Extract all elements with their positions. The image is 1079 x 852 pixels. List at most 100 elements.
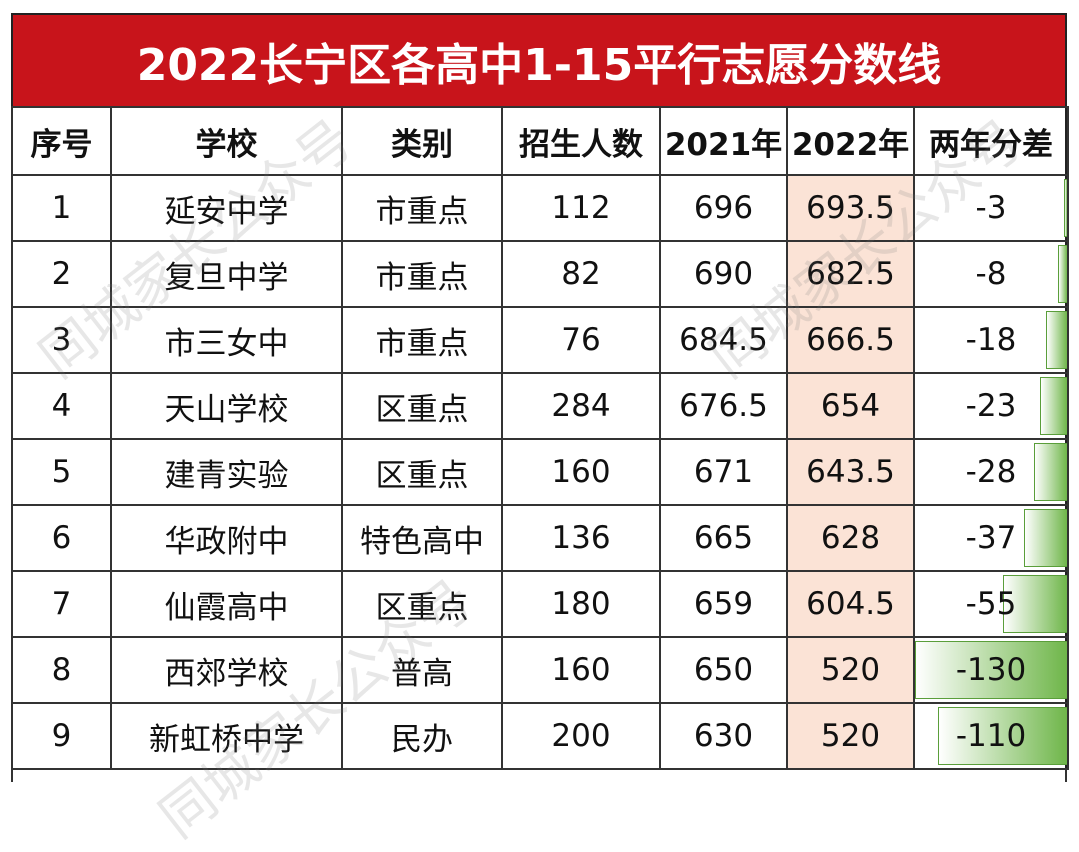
table-row: 1 延安中学 市重点 112 696 693.5 -3	[11, 174, 1069, 242]
cell-no: 9	[11, 702, 112, 770]
diff-value: -110	[955, 718, 1027, 754]
cell-type: 市重点	[341, 174, 503, 242]
diff-bar	[1039, 377, 1066, 435]
col-header-type: 类别	[341, 106, 503, 176]
cell-2021: 676.5	[659, 372, 788, 440]
diff-value: -8	[975, 256, 1007, 292]
table-bottom-row	[11, 768, 1067, 782]
table-row: 2 复旦中学 市重点 82 690 682.5 -8	[11, 240, 1069, 308]
cell-diff: -110	[913, 702, 1069, 770]
cell-school: 西郊学校	[110, 636, 343, 704]
col-header-diff: 两年分差	[913, 106, 1069, 176]
table-row: 3 市三女中 市重点 76 684.5 666.5 -18	[11, 306, 1069, 374]
cell-2022: 666.5	[786, 306, 915, 374]
cell-diff: -23	[913, 372, 1069, 440]
cell-no: 7	[11, 570, 112, 638]
cell-school: 建青实验	[110, 438, 343, 506]
diff-value: -23	[965, 388, 1017, 424]
cell-quota: 82	[501, 240, 661, 308]
cell-2022: 643.5	[786, 438, 915, 506]
cell-2022: 520	[786, 702, 915, 770]
header-row: 序号 学校 类别 招生人数 2021年 2022年 两年分差	[11, 106, 1069, 176]
cell-no: 5	[11, 438, 112, 506]
cell-diff: -18	[913, 306, 1069, 374]
cell-school: 新虹桥中学	[110, 702, 343, 770]
diff-bar	[937, 707, 1066, 765]
cell-2022: 693.5	[786, 174, 915, 242]
cell-2021: 659	[659, 570, 788, 638]
cell-2021: 650	[659, 636, 788, 704]
diff-value: -37	[965, 520, 1017, 556]
cell-2021: 630	[659, 702, 788, 770]
col-header-2021: 2021年	[659, 106, 788, 176]
cell-type: 市重点	[341, 240, 503, 308]
cell-diff: -37	[913, 504, 1069, 572]
cell-quota: 136	[501, 504, 661, 572]
cell-school: 仙霞高中	[110, 570, 343, 638]
cell-school: 天山学校	[110, 372, 343, 440]
table-row: 4 天山学校 区重点 284 676.5 654 -23	[11, 372, 1069, 440]
diff-value: -55	[965, 586, 1017, 622]
cell-type: 民办	[341, 702, 503, 770]
cell-2022: 520	[786, 636, 915, 704]
cell-quota: 200	[501, 702, 661, 770]
diff-value: -18	[965, 322, 1017, 358]
table-row: 9 新虹桥中学 民办 200 630 520 -110	[11, 702, 1069, 770]
cell-type: 区重点	[341, 372, 503, 440]
cell-quota: 180	[501, 570, 661, 638]
cell-quota: 76	[501, 306, 661, 374]
diff-value: -130	[955, 652, 1027, 688]
col-header-school: 学校	[110, 106, 343, 176]
cell-quota: 284	[501, 372, 661, 440]
diff-bar	[1063, 179, 1066, 237]
diff-value: -3	[975, 190, 1007, 226]
cell-diff: -55	[913, 570, 1069, 638]
diff-bar	[916, 641, 1066, 699]
cell-no: 3	[11, 306, 112, 374]
cell-diff: -3	[913, 174, 1069, 242]
cell-no: 4	[11, 372, 112, 440]
col-header-2022: 2022年	[786, 106, 915, 176]
cell-no: 6	[11, 504, 112, 572]
diff-bar	[1003, 575, 1066, 633]
cell-school: 延安中学	[110, 174, 343, 242]
diff-bar	[1033, 443, 1066, 501]
cell-2022: 682.5	[786, 240, 915, 308]
cell-quota: 160	[501, 636, 661, 704]
diff-bar	[1024, 509, 1066, 567]
diff-bar	[1045, 311, 1066, 369]
cell-type: 区重点	[341, 570, 503, 638]
cell-2021: 690	[659, 240, 788, 308]
cell-type: 区重点	[341, 438, 503, 506]
cell-type: 市重点	[341, 306, 503, 374]
cell-2022: 628	[786, 504, 915, 572]
cell-type: 普高	[341, 636, 503, 704]
diff-value: -28	[965, 454, 1017, 490]
cell-school: 华政附中	[110, 504, 343, 572]
col-header-quota: 招生人数	[501, 106, 661, 176]
cell-no: 2	[11, 240, 112, 308]
cell-school: 市三女中	[110, 306, 343, 374]
table-row: 5 建青实验 区重点 160 671 643.5 -28	[11, 438, 1069, 506]
cell-2022: 654	[786, 372, 915, 440]
table-row: 6 华政附中 特色高中 136 665 628 -37	[11, 504, 1069, 572]
page-title: 2022长宁区各高中1-15平行志愿分数线	[11, 13, 1067, 106]
col-header-no: 序号	[11, 106, 112, 176]
cell-quota: 160	[501, 438, 661, 506]
cell-no: 1	[11, 174, 112, 242]
cell-2022: 604.5	[786, 570, 915, 638]
score-table: 序号 学校 类别 招生人数 2021年 2022年 两年分差 1 延安中学 市重点 1…	[11, 106, 1069, 770]
cell-2021: 684.5	[659, 306, 788, 374]
table-row: 7 仙霞高中 区重点 180 659 604.5 -55	[11, 570, 1069, 638]
diff-bar	[1057, 245, 1066, 303]
cell-diff: -8	[913, 240, 1069, 308]
cell-school: 复旦中学	[110, 240, 343, 308]
cell-2021: 671	[659, 438, 788, 506]
cell-diff: -28	[913, 438, 1069, 506]
cell-diff: -130	[913, 636, 1069, 704]
cell-quota: 112	[501, 174, 661, 242]
cell-2021: 696	[659, 174, 788, 242]
cell-no: 8	[11, 636, 112, 704]
cell-2021: 665	[659, 504, 788, 572]
cell-type: 特色高中	[341, 504, 503, 572]
